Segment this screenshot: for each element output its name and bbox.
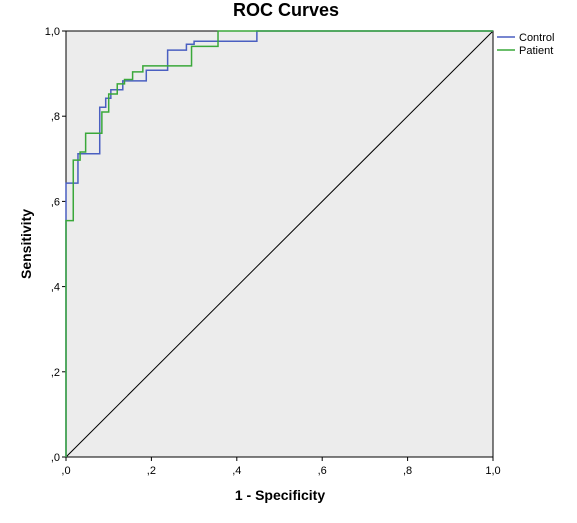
axes: ,0 ,2 ,4 ,6 ,8 1,0 ,0 ,2 ,4 ,6 ,8 1,0 [45,26,501,477]
x-tick-label: ,6 [318,465,327,477]
y-tick-label: ,8 [51,111,60,123]
series-lines [65,30,494,458]
y-axis-title: Sensitivity [18,209,34,279]
y-tick-label: ,0 [51,452,60,464]
x-tick-label: ,2 [147,465,156,477]
x-tick-label: ,4 [232,465,241,477]
series-line-control [65,30,493,457]
x-tick-label: ,8 [403,465,412,477]
chart-title: ROC Curves [233,0,339,20]
legend-label-control: Control [519,32,554,44]
x-tick-label: 1,0 [485,465,500,477]
x-axis-title: 1 - Specificity [235,487,325,503]
y-tick-label: 1,0 [45,26,60,38]
y-tick-label: ,2 [51,367,60,379]
y-tick-label: ,6 [51,196,60,208]
reference-diagonal-line [65,30,494,458]
legend-label-patient: Patient [519,45,553,57]
x-tick-label: ,0 [61,465,70,477]
y-tick-label: ,4 [51,282,60,294]
series-line-patient [65,30,493,457]
